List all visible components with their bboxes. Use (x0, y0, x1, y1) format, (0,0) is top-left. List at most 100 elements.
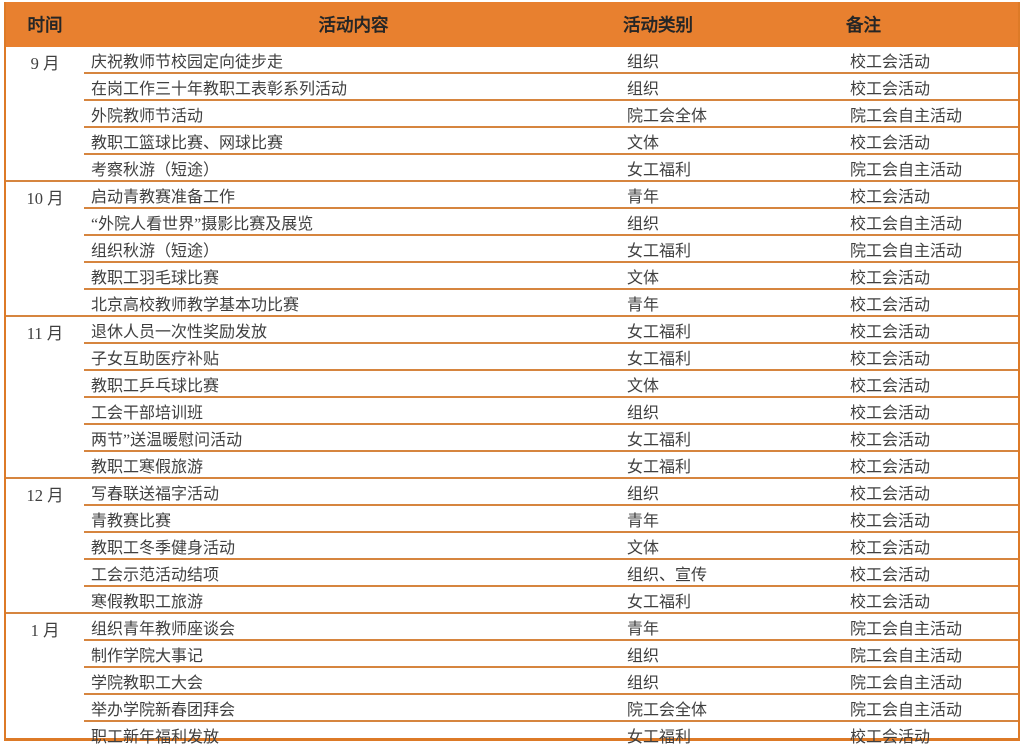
activity-category-cell: 文体 (627, 539, 660, 557)
table-row: 教职工羽毛球比赛 文体 校工会活动 (84, 261, 1018, 288)
table-header-row: 时间 活动内容 活动类别 备注 (6, 2, 1018, 47)
activity-remark-cell: 校工会活动 (850, 728, 931, 746)
column-header-category: 活动类别 (623, 15, 693, 35)
month-rows: 写春联送福字活动 组织 校工会活动 青教赛比赛 青年 校工会活动 教职工冬季健身… (84, 479, 1018, 612)
activity-remark-cell: 校工会活动 (850, 53, 931, 71)
table-row: 庆祝教师节校园定向徒步走 组织 校工会活动 (84, 47, 1018, 72)
table-row: 举办学院新春团拜会 院工会全体 院工会自主活动 (84, 693, 1018, 720)
activity-category-cell: 青年 (627, 188, 660, 206)
activity-remark-cell: 院工会自主活动 (850, 161, 963, 179)
activity-remark-cell: 院工会自主活动 (850, 242, 963, 260)
table-row: 启动青教赛准备工作 青年 校工会活动 (84, 182, 1018, 207)
month-rows: 庆祝教师节校园定向徒步走 组织 校工会活动 在岗工作三十年教职工表彰系列活动 组… (84, 47, 1018, 180)
activity-content-cell: 青教赛比赛 (91, 512, 172, 530)
month-label: 9 月 (30, 54, 60, 73)
month-group: 11 月 退休人员一次性奖励发放 女工福利 校工会活动 子女互助医疗补贴 女工福… (6, 315, 1018, 477)
activity-remark-cell: 校工会活动 (850, 134, 931, 152)
table-row: 工会示范活动结项 组织、宣传 校工会活动 (84, 558, 1018, 585)
month-group: 1 月 组织青年教师座谈会 青年 院工会自主活动 制作学院大事记 组织 院工会自… (6, 612, 1018, 747)
activity-content-cell: 工会示范活动结项 (91, 566, 220, 584)
table-row: 组织青年教师座谈会 青年 院工会自主活动 (84, 614, 1018, 639)
table-row: 考察秋游（短途） 女工福利 院工会自主活动 (84, 153, 1018, 180)
activity-category-cell: 女工福利 (627, 350, 692, 368)
activity-content-cell: 庆祝教师节校园定向徒步走 (91, 53, 284, 71)
column-header-remark: 备注 (846, 15, 881, 35)
month-label: 10 月 (26, 189, 64, 208)
month-group: 9 月 庆祝教师节校园定向徒步走 组织 校工会活动 在岗工作三十年教职工表彰系列… (6, 47, 1018, 180)
activity-remark-cell: 校工会活动 (850, 404, 931, 422)
activity-category-cell: 女工福利 (627, 458, 692, 476)
table-row: 学院教职工大会 组织 院工会自主活动 (84, 666, 1018, 693)
table-row: 在岗工作三十年教职工表彰系列活动 组织 校工会活动 (84, 72, 1018, 99)
table-row: 教职工冬季健身活动 文体 校工会活动 (84, 531, 1018, 558)
table-row: 职工新年福利发放 女工福利 校工会活动 (84, 720, 1018, 747)
activity-remark-cell: 校工会活动 (850, 485, 931, 503)
activity-category-cell: 组织、宣传 (627, 566, 708, 584)
activity-category-cell: 院工会全体 (627, 107, 708, 125)
activity-remark-cell: 校工会活动 (850, 458, 931, 476)
activity-category-cell: 女工福利 (627, 728, 692, 746)
table-row: 两节”送温暖慰问活动 女工福利 校工会活动 (84, 423, 1018, 450)
activity-category-cell: 组织 (627, 53, 660, 71)
activity-content-cell: 组织青年教师座谈会 (91, 620, 236, 638)
table-row: 教职工篮球比赛、网球比赛 文体 校工会活动 (84, 126, 1018, 153)
month-rows: 启动青教赛准备工作 青年 校工会活动 “外院人看世界”摄影比赛及展览 组织 校工… (84, 182, 1018, 315)
table-row: 外院教师节活动 院工会全体 院工会自主活动 (84, 99, 1018, 126)
table-row: “外院人看世界”摄影比赛及展览 组织 校工会自主活动 (84, 207, 1018, 234)
column-header-time: 时间 (27, 15, 63, 35)
activity-content-cell: 寒假教职工旅游 (91, 593, 204, 611)
activity-content-cell: 制作学院大事记 (91, 647, 204, 665)
month-group: 10 月 启动青教赛准备工作 青年 校工会活动 “外院人看世界”摄影比赛及展览 … (6, 180, 1018, 315)
activity-remark-cell: 校工会活动 (850, 512, 931, 530)
activity-content-cell: 教职工乒乓球比赛 (91, 377, 220, 395)
activity-remark-cell: 校工会活动 (850, 350, 931, 368)
column-header-content: 活动内容 (318, 15, 389, 35)
activity-content-cell: “外院人看世界”摄影比赛及展览 (91, 215, 314, 233)
activity-remark-cell: 院工会自主活动 (850, 620, 963, 638)
activity-category-cell: 文体 (627, 377, 660, 395)
activity-category-cell: 青年 (627, 620, 660, 638)
activity-remark-cell: 校工会活动 (850, 593, 931, 611)
month-rows: 组织青年教师座谈会 青年 院工会自主活动 制作学院大事记 组织 院工会自主活动 … (84, 614, 1018, 747)
table-row: 子女互助医疗补贴 女工福利 校工会活动 (84, 342, 1018, 369)
table-row: 退休人员一次性奖励发放 女工福利 校工会活动 (84, 317, 1018, 342)
table-row: 教职工寒假旅游 女工福利 校工会活动 (84, 450, 1018, 477)
activity-remark-cell: 院工会自主活动 (850, 701, 963, 719)
activity-content-cell: 在岗工作三十年教职工表彰系列活动 (91, 80, 348, 98)
activity-category-cell: 组织 (627, 485, 660, 503)
month-group: 12 月 写春联送福字活动 组织 校工会活动 青教赛比赛 青年 校工会活动 教职… (6, 477, 1018, 612)
activity-content-cell: 教职工冬季健身活动 (91, 539, 236, 557)
table-row: 北京高校教师教学基本功比赛 青年 校工会活动 (84, 288, 1018, 315)
activity-content-cell: 组织秋游（短途） (91, 242, 220, 260)
activity-content-cell: 写春联送福字活动 (91, 485, 220, 503)
month-rows: 退休人员一次性奖励发放 女工福利 校工会活动 子女互助医疗补贴 女工福利 校工会… (84, 317, 1018, 477)
activity-content-cell: 两节”送温暖慰问活动 (91, 431, 243, 449)
activity-remark-cell: 校工会活动 (850, 539, 931, 557)
activity-category-cell: 院工会全体 (627, 701, 708, 719)
activity-remark-cell: 校工会活动 (850, 80, 931, 98)
activity-remark-cell: 院工会自主活动 (850, 107, 963, 125)
activity-remark-cell: 校工会自主活动 (850, 215, 963, 233)
table-row: 写春联送福字活动 组织 校工会活动 (84, 479, 1018, 504)
table-row: 组织秋游（短途） 女工福利 院工会自主活动 (84, 234, 1018, 261)
activity-remark-cell: 校工会活动 (850, 377, 931, 395)
table-row: 教职工乒乓球比赛 文体 校工会活动 (84, 369, 1018, 396)
activity-content-cell: 退休人员一次性奖励发放 (91, 323, 268, 341)
activity-content-cell: 教职工寒假旅游 (91, 458, 204, 476)
activity-content-cell: 教职工羽毛球比赛 (91, 269, 220, 287)
activity-content-cell: 启动青教赛准备工作 (91, 188, 236, 206)
activity-remark-cell: 校工会活动 (850, 323, 931, 341)
activity-remark-cell: 院工会自主活动 (850, 647, 963, 665)
activity-content-cell: 职工新年福利发放 (91, 728, 220, 746)
activity-content-cell: 举办学院新春团拜会 (91, 701, 236, 719)
activity-category-cell: 女工福利 (627, 242, 692, 260)
activity-content-cell: 考察秋游（短途） (91, 161, 220, 179)
activity-category-cell: 组织 (627, 404, 660, 422)
activity-category-cell: 女工福利 (627, 161, 692, 179)
activity-category-cell: 组织 (627, 674, 660, 692)
month-label: 12 月 (26, 486, 64, 505)
table-body: 9 月 庆祝教师节校园定向徒步走 组织 校工会活动 在岗工作三十年教职工表彰系列… (6, 47, 1018, 747)
table-row: 工会干部培训班 组织 校工会活动 (84, 396, 1018, 423)
activity-category-cell: 文体 (627, 134, 660, 152)
activity-category-cell: 女工福利 (627, 323, 692, 341)
